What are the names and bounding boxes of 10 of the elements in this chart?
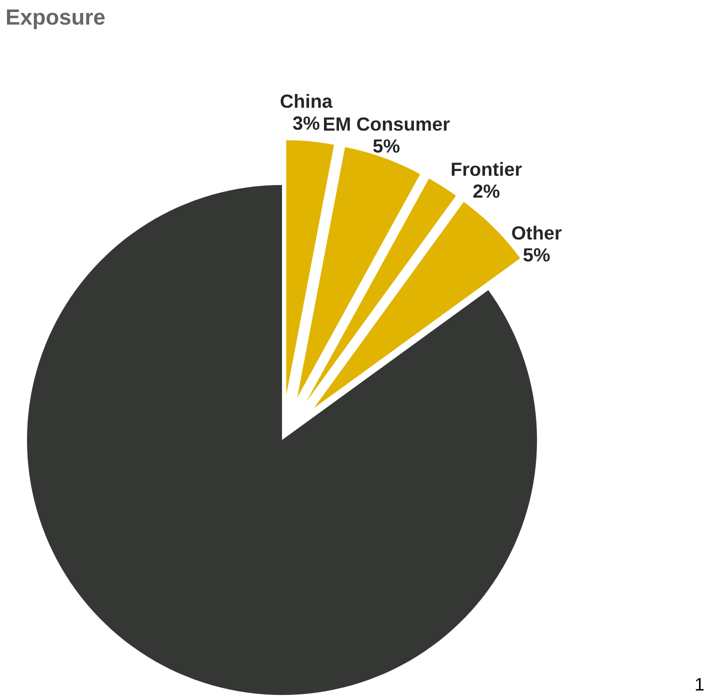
slice-label: Frontier <box>452 162 522 176</box>
text: 1 <box>696 678 704 690</box>
slice-label: China <box>280 94 333 108</box>
slice-label: EM Consumer <box>324 117 450 131</box>
data-label: 2% <box>473 184 500 198</box>
data-label: 5% <box>373 139 400 153</box>
data-label: 3% <box>292 116 320 130</box>
chart-title: Exposure <box>6 10 105 30</box>
data-label: 5% <box>523 248 550 262</box>
slice-label: Other <box>512 226 562 240</box>
